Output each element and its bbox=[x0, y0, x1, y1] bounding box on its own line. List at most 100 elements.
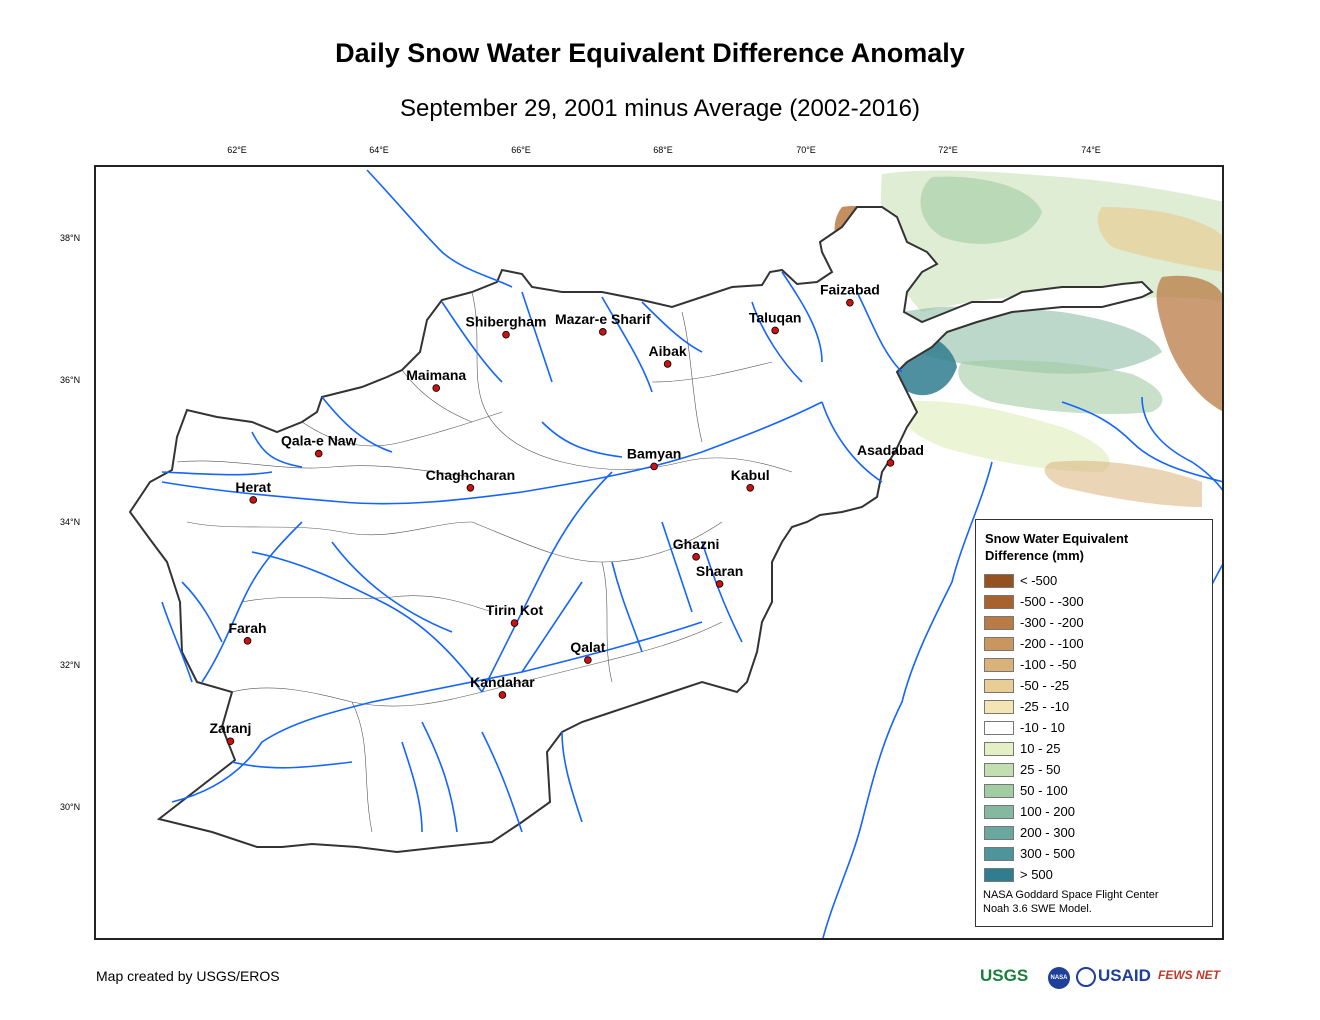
legend-swatch bbox=[984, 783, 1014, 798]
legend-label: -200 - -100 bbox=[1020, 636, 1084, 651]
city-marker bbox=[510, 619, 519, 627]
city-label: Maimana bbox=[406, 367, 466, 383]
legend-label: 200 - 300 bbox=[1020, 825, 1075, 840]
legend-item: -300 - -200 bbox=[984, 612, 1084, 633]
city-marker bbox=[432, 384, 441, 392]
lon-tick-66: 66°E bbox=[511, 145, 531, 155]
lon-tick-68: 68°E bbox=[653, 145, 673, 155]
city-label: Taluqan bbox=[749, 309, 802, 325]
legend-label: -10 - 10 bbox=[1020, 720, 1065, 735]
lat-tick-34: 34°N bbox=[60, 517, 81, 527]
legend-swatch bbox=[984, 720, 1014, 735]
legend-swatch bbox=[984, 594, 1014, 609]
legend-item: 200 - 300 bbox=[984, 822, 1084, 843]
legend-title-line1: Snow Water Equivalent bbox=[985, 531, 1129, 546]
usaid-logo: USAID bbox=[1098, 966, 1151, 985]
legend-item: 300 - 500 bbox=[984, 843, 1084, 864]
legend-credit: NASA Goddard Space Flight Center Noah 3.… bbox=[983, 888, 1158, 916]
city-marker bbox=[243, 637, 252, 645]
city-marker bbox=[249, 496, 258, 504]
city-marker bbox=[584, 656, 592, 664]
legend-swatch bbox=[984, 657, 1014, 672]
city-marker bbox=[599, 328, 607, 336]
legend-item: 10 - 25 bbox=[984, 738, 1084, 759]
city-label: Aibak bbox=[649, 343, 687, 359]
city-label: Zaranj bbox=[209, 720, 251, 736]
legend: Snow Water Equivalent Difference (mm) < … bbox=[975, 519, 1213, 927]
legend-label: 100 - 200 bbox=[1020, 804, 1075, 819]
city-label: Qala-e Naw bbox=[281, 433, 357, 449]
legend-swatch bbox=[984, 804, 1014, 819]
legend-label: -25 - -10 bbox=[1020, 699, 1070, 714]
map-frame: Faizabad Taluqan Shibergham Mazar-e Sharif A… bbox=[94, 165, 1224, 940]
usaid-seal-icon bbox=[1076, 967, 1096, 987]
city-layer: Faizabad Taluqan Shibergham Mazar-e Sharif A… bbox=[209, 282, 924, 746]
city-label: Chaghcharan bbox=[426, 467, 515, 483]
partner-logos: USGS NASA USAID FEWS NET bbox=[980, 962, 1225, 992]
legend-label: 50 - 100 bbox=[1020, 783, 1068, 798]
city-marker bbox=[314, 449, 323, 458]
fews-net-logo: FEWS NET bbox=[1158, 968, 1220, 982]
legend-swatch bbox=[984, 741, 1014, 756]
city-marker bbox=[502, 330, 510, 339]
lat-tick-32: 32°N bbox=[60, 660, 81, 670]
legend-label: > 500 bbox=[1020, 867, 1053, 882]
legend-item: -200 - -100 bbox=[984, 633, 1084, 654]
city-label: Tirin Kot bbox=[486, 602, 544, 618]
city-marker bbox=[715, 580, 724, 588]
city-label: Kabul bbox=[731, 467, 770, 483]
legend-label: 300 - 500 bbox=[1020, 846, 1075, 861]
country-border bbox=[128, 206, 1154, 854]
lon-tick-64: 64°E bbox=[369, 145, 389, 155]
city-label: Asadabad bbox=[857, 442, 924, 458]
city-label: Shibergham bbox=[466, 314, 547, 330]
legend-label: 25 - 50 bbox=[1020, 762, 1061, 777]
city-label: Farah bbox=[228, 620, 266, 636]
lon-tick-72: 72°E bbox=[938, 145, 958, 155]
legend-label: 10 - 25 bbox=[1020, 741, 1061, 756]
city-label: Sharan bbox=[696, 563, 743, 579]
city-label: Bamyan bbox=[627, 445, 681, 461]
legend-item: -100 - -50 bbox=[984, 654, 1084, 675]
lon-tick-62: 62°E bbox=[227, 145, 247, 155]
city-label: Faizabad bbox=[820, 282, 880, 298]
legend-label: -100 - -50 bbox=[1020, 657, 1077, 672]
legend-item: > 500 bbox=[984, 864, 1084, 885]
map-canvas: Faizabad Taluqan Shibergham Mazar-e Sharif A… bbox=[128, 169, 1222, 938]
lon-tick-74: 74°E bbox=[1081, 145, 1101, 155]
legend-swatch bbox=[984, 867, 1014, 882]
legend-swatch bbox=[984, 615, 1014, 630]
city-marker bbox=[771, 326, 779, 335]
legend-swatch bbox=[984, 825, 1014, 840]
map-subtitle: September 29, 2001 minus Average (2002-2… bbox=[400, 95, 920, 122]
legend-title: Snow Water Equivalent Difference (mm) bbox=[985, 530, 1128, 564]
legend-item: 25 - 50 bbox=[984, 759, 1084, 780]
legend-label: -50 - -25 bbox=[1020, 678, 1070, 693]
city-label: Mazar-e Sharif bbox=[555, 311, 651, 327]
city-marker bbox=[846, 298, 854, 307]
legend-swatch bbox=[984, 699, 1014, 714]
lat-tick-36: 36°N bbox=[60, 375, 81, 385]
legend-item: 100 - 200 bbox=[984, 801, 1084, 822]
city-marker bbox=[466, 483, 475, 492]
map-credit: Map created by USGS/EROS bbox=[96, 968, 280, 984]
legend-swatch bbox=[984, 636, 1014, 651]
legend-item: -10 - 10 bbox=[984, 717, 1084, 738]
legend-swatch bbox=[984, 678, 1014, 693]
legend-title-line2: Difference (mm) bbox=[985, 548, 1084, 563]
city-marker bbox=[886, 459, 895, 467]
city-marker bbox=[226, 737, 235, 746]
legend-item: < -500 bbox=[984, 570, 1084, 591]
legend-label: < -500 bbox=[1020, 573, 1058, 588]
lat-tick-38: 38°N bbox=[60, 233, 81, 243]
city-marker bbox=[498, 691, 507, 699]
map-title: Daily Snow Water Equivalent Difference A… bbox=[335, 38, 965, 68]
city-marker bbox=[746, 483, 755, 492]
city-marker bbox=[663, 360, 672, 368]
province-boundaries bbox=[176, 291, 793, 833]
city-label: Ghazni bbox=[673, 536, 720, 552]
city-label: Herat bbox=[235, 479, 271, 495]
legend-item: -25 - -10 bbox=[984, 696, 1084, 717]
legend-swatch bbox=[984, 573, 1014, 588]
city-label: Qalat bbox=[570, 639, 605, 655]
